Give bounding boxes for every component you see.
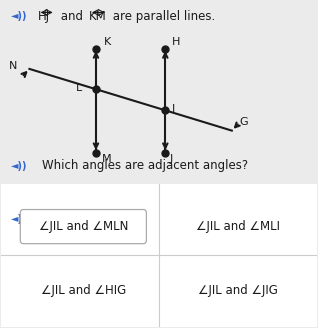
Point xyxy=(93,87,99,92)
Text: and: and xyxy=(57,10,86,24)
Text: N: N xyxy=(9,61,17,71)
Point xyxy=(93,150,99,155)
Text: K: K xyxy=(104,37,111,47)
FancyBboxPatch shape xyxy=(20,210,146,244)
Text: KM: KM xyxy=(89,10,107,24)
Text: are parallel lines.: are parallel lines. xyxy=(108,10,215,24)
Text: ∠JIL and ∠HIG: ∠JIL and ∠HIG xyxy=(41,284,126,297)
Text: M: M xyxy=(102,154,112,164)
Point xyxy=(163,150,168,155)
FancyBboxPatch shape xyxy=(1,183,317,327)
Text: L: L xyxy=(75,83,82,92)
Text: ◄)): ◄)) xyxy=(11,11,27,21)
Text: Which angles are adjacent angles?: Which angles are adjacent angles? xyxy=(42,159,248,172)
Text: HJ: HJ xyxy=(38,10,50,24)
Text: ∠JIL and ∠MLN: ∠JIL and ∠MLN xyxy=(39,220,128,233)
Text: ∠JIL and ∠MLI: ∠JIL and ∠MLI xyxy=(196,220,280,233)
Text: ◄)): ◄)) xyxy=(11,214,27,224)
Text: I: I xyxy=(172,104,175,114)
Text: H: H xyxy=(172,37,180,47)
Text: J: J xyxy=(170,154,173,164)
Point xyxy=(93,46,99,51)
Text: ◄)): ◄)) xyxy=(11,161,27,171)
Point xyxy=(163,46,168,51)
Text: G: G xyxy=(240,117,248,128)
Point xyxy=(163,108,168,113)
Text: ∠JIL and ∠JIG: ∠JIL and ∠JIG xyxy=(198,284,278,297)
